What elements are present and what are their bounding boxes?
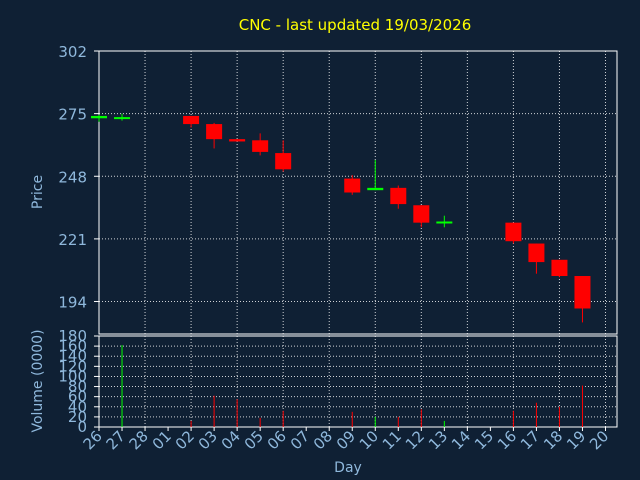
price-tick-label: 302 — [58, 43, 87, 61]
volume-tick-label: 100 — [58, 367, 87, 385]
volume-tick-label: 0 — [77, 418, 87, 436]
candle-body — [91, 115, 107, 119]
candle-body — [114, 117, 131, 120]
candle-body — [367, 187, 384, 191]
candle-body — [574, 276, 591, 309]
day-axis-label: Day — [334, 460, 362, 476]
candle-body — [252, 140, 269, 152]
volume-frame — [98, 335, 618, 428]
volume-tick-label: 40 — [68, 398, 87, 416]
candle-body — [390, 187, 407, 205]
price-tick-label: 248 — [58, 168, 87, 186]
chart-title: CNC - last updated 19/03/2026 — [239, 16, 472, 34]
volume-tick-label: 120 — [58, 357, 87, 375]
volume-axis-label: Volume (0000) — [30, 329, 46, 432]
candle-body — [275, 153, 292, 170]
volume-tick-label: 60 — [68, 388, 87, 406]
day-axis: 2627280102030405060708091011121314151617… — [80, 427, 612, 453]
price-tick-label: 194 — [58, 294, 87, 312]
volume-tick-label: 80 — [68, 378, 87, 396]
candle-body — [206, 124, 223, 140]
price-frame — [98, 50, 618, 335]
candle-body — [528, 243, 545, 263]
volume-tick-label: 180 — [58, 327, 87, 345]
candle-body — [183, 115, 200, 125]
candle-body — [505, 222, 522, 242]
candle-body — [413, 205, 430, 223]
candle-body — [344, 178, 361, 193]
price-tick-label: 221 — [58, 231, 87, 249]
price-panel: 302 275 248 221 194 — [58, 43, 618, 335]
volume-tick-label: 20 — [68, 408, 87, 426]
candle-body — [436, 221, 453, 224]
day-tick-label: 20 — [586, 427, 612, 453]
price-tick-label: 275 — [58, 106, 87, 124]
volume-tick-label: 160 — [58, 337, 87, 355]
candle-body — [551, 259, 568, 277]
candle-body — [229, 139, 246, 142]
price-axis-label: Price — [30, 175, 46, 209]
volume-tick-label: 140 — [58, 347, 87, 365]
